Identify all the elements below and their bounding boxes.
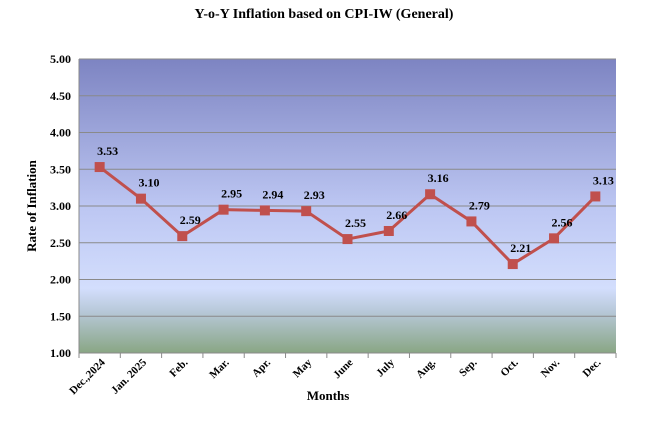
y-tick-label: 4.50 <box>50 89 71 103</box>
data-label: 2.55 <box>345 216 366 230</box>
x-tick-label: Apr. <box>250 356 273 379</box>
data-label: 2.59 <box>180 213 201 227</box>
data-label: 2.66 <box>386 208 407 222</box>
data-label: 3.13 <box>593 173 614 187</box>
y-tick-label: 4.00 <box>50 126 71 140</box>
x-tick-label: Oct. <box>498 356 521 379</box>
x-tick-label: June <box>331 357 356 382</box>
data-point <box>425 189 436 200</box>
data-point <box>466 216 477 227</box>
data-point <box>507 259 518 270</box>
chart-title: Y-o-Y Inflation based on CPI-IW (General… <box>195 7 454 22</box>
y-tick-label: 2.50 <box>50 236 71 250</box>
x-tick-label: July <box>374 356 397 379</box>
x-tick-label: Nov. <box>539 356 563 380</box>
data-point <box>94 162 105 173</box>
x-tick-label: Feb. <box>167 356 190 379</box>
data-point <box>301 206 312 217</box>
data-point <box>549 233 560 244</box>
y-tick-label: 3.50 <box>50 162 71 176</box>
data-label: 3.16 <box>428 171 449 185</box>
data-label: 3.10 <box>138 176 159 190</box>
x-tick-label: Dec.,2024 <box>67 356 108 397</box>
data-point <box>177 231 188 242</box>
data-point <box>342 234 353 245</box>
data-label: 2.93 <box>304 188 325 202</box>
data-label: 2.95 <box>221 187 242 201</box>
data-label: 3.53 <box>97 144 118 158</box>
y-tick-label: 5.00 <box>50 52 71 66</box>
data-point <box>259 205 270 216</box>
y-axis-label: Rate of Inflation <box>24 159 39 251</box>
x-axis-label: Months <box>307 388 350 403</box>
x-tick-label: Jan. 2025 <box>109 356 149 396</box>
data-point <box>135 193 146 204</box>
y-tick-label: 1.00 <box>50 346 71 360</box>
data-point <box>218 204 229 215</box>
y-tick-label: 2.00 <box>50 273 71 287</box>
data-point <box>590 191 601 202</box>
data-point <box>383 225 394 236</box>
x-tick-label: Aug. <box>414 356 438 380</box>
data-label: 2.79 <box>469 198 490 212</box>
x-tick-label: Sep. <box>457 356 480 379</box>
y-tick-label: 3.00 <box>50 199 71 213</box>
data-label: 2.21 <box>510 241 531 255</box>
data-label: 2.56 <box>552 215 573 229</box>
x-tick-label: Mar. <box>207 356 232 381</box>
x-tick-label: Dec. <box>581 356 604 379</box>
data-label: 2.94 <box>262 187 283 201</box>
x-tick-label: May <box>291 356 315 380</box>
y-tick-label: 1.50 <box>50 309 71 323</box>
